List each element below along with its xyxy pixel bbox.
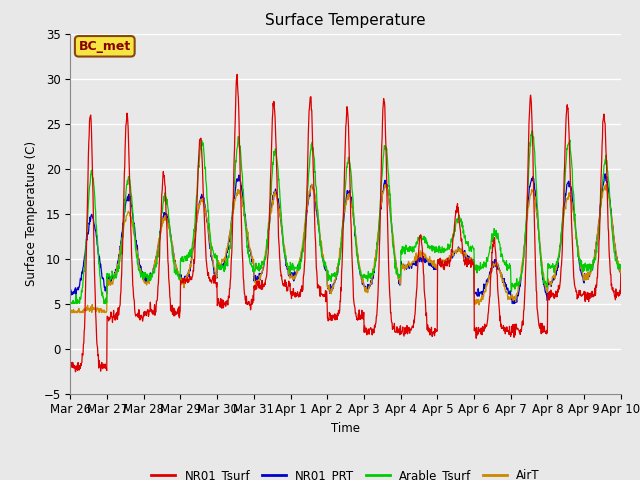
- AirT: [552, 265, 559, 271]
- Title: Surface Temperature: Surface Temperature: [266, 13, 426, 28]
- Text: BC_met: BC_met: [79, 40, 131, 53]
- Arable_Tsurf: [617, 265, 625, 271]
- Line: AirT: AirT: [70, 184, 621, 312]
- Arable_Tsurf: [529, 128, 536, 133]
- Y-axis label: Surface Temperature (C): Surface Temperature (C): [25, 141, 38, 286]
- NR01_PRT: [250, 274, 258, 279]
- Arable_Tsurf: [503, 266, 511, 272]
- AirT: [68, 310, 76, 315]
- X-axis label: Time: Time: [331, 422, 360, 435]
- NR01_PRT: [431, 265, 439, 271]
- NR01_Tsurf: [72, 369, 79, 375]
- Arable_Tsurf: [431, 250, 439, 255]
- NR01_PRT: [552, 269, 559, 275]
- NR01_PRT: [175, 272, 183, 277]
- NR01_Tsurf: [617, 272, 625, 277]
- Arable_Tsurf: [552, 262, 559, 268]
- NR01_Tsurf: [552, 288, 560, 294]
- AirT: [251, 279, 259, 285]
- NR01_Tsurf: [234, 72, 241, 77]
- Arable_Tsurf: [189, 239, 196, 245]
- Line: NR01_PRT: NR01_PRT: [70, 174, 621, 303]
- NR01_PRT: [617, 271, 625, 276]
- AirT: [189, 244, 197, 250]
- NR01_Tsurf: [67, 362, 74, 368]
- Arable_Tsurf: [67, 300, 74, 306]
- AirT: [176, 276, 184, 282]
- NR01_Tsurf: [432, 326, 440, 332]
- NR01_PRT: [189, 247, 196, 252]
- Line: Arable_Tsurf: Arable_Tsurf: [70, 131, 621, 303]
- NR01_Tsurf: [252, 282, 259, 288]
- NR01_PRT: [601, 171, 609, 177]
- NR01_PRT: [503, 286, 511, 291]
- AirT: [602, 181, 610, 187]
- NR01_PRT: [67, 287, 74, 293]
- AirT: [431, 264, 439, 269]
- AirT: [67, 310, 74, 315]
- Arable_Tsurf: [250, 268, 258, 274]
- NR01_Tsurf: [504, 327, 511, 333]
- Legend: NR01_Tsurf, NR01_PRT, Arable_Tsurf, AirT: NR01_Tsurf, NR01_PRT, Arable_Tsurf, AirT: [147, 464, 545, 480]
- NR01_Tsurf: [176, 310, 184, 316]
- AirT: [504, 289, 511, 295]
- NR01_PRT: [508, 300, 516, 306]
- Arable_Tsurf: [175, 277, 183, 283]
- Line: NR01_Tsurf: NR01_Tsurf: [70, 74, 621, 372]
- NR01_Tsurf: [189, 267, 197, 273]
- AirT: [617, 266, 625, 272]
